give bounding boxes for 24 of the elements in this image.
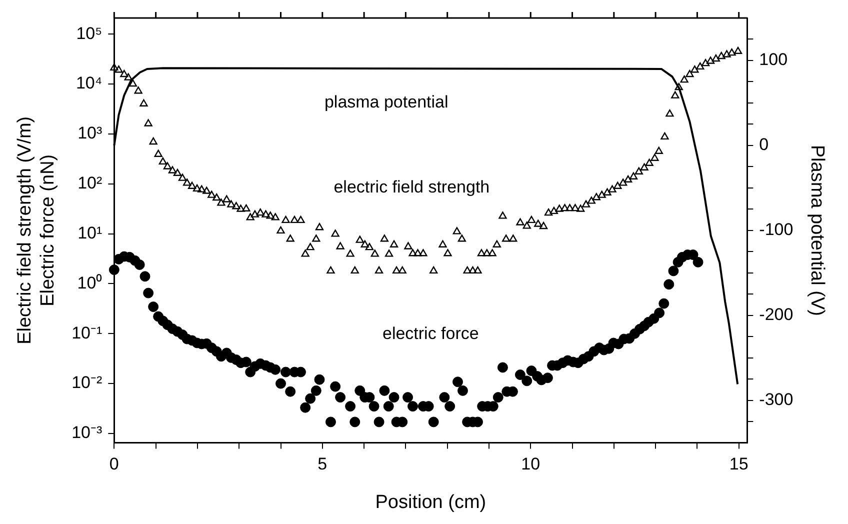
y2-tick-label: 0: [759, 135, 769, 154]
y-tick-label: 10⁻³: [72, 423, 102, 442]
y-tick-label: 10⁰: [77, 273, 102, 292]
series-label: electric field strength: [334, 178, 490, 197]
y-tick-label: 10³: [78, 124, 102, 143]
y-tick-label: 10⁻²: [72, 373, 102, 392]
x-axis-title: Position (cm): [375, 492, 486, 513]
y2-tick-label: -200: [759, 305, 794, 324]
y2-tick-label: 100: [759, 50, 788, 70]
x-tick-label: 10: [521, 454, 540, 474]
y2-tick-label: -300: [759, 390, 794, 410]
x-tick-label: 15: [729, 454, 748, 474]
y-tick-label: 10¹: [78, 223, 102, 242]
y2-tick-label: -100: [759, 220, 794, 240]
y-tick-label: 10⁴: [76, 74, 102, 93]
series-label: plasma potential: [324, 92, 448, 112]
x-tick-label: 0: [109, 454, 119, 474]
series-label: electric force: [382, 324, 479, 344]
y-tick-label: 10⁻¹: [72, 323, 102, 342]
y2-axis-title: Plasma potential (V): [806, 144, 828, 316]
y-tick-label: 10²: [78, 174, 102, 193]
y-tick-label: 10⁵: [76, 24, 102, 43]
x-tick-label: 5: [318, 454, 328, 474]
y-axis-title: Electric field strength (V/m) Electric force (nN): [14, 116, 58, 344]
